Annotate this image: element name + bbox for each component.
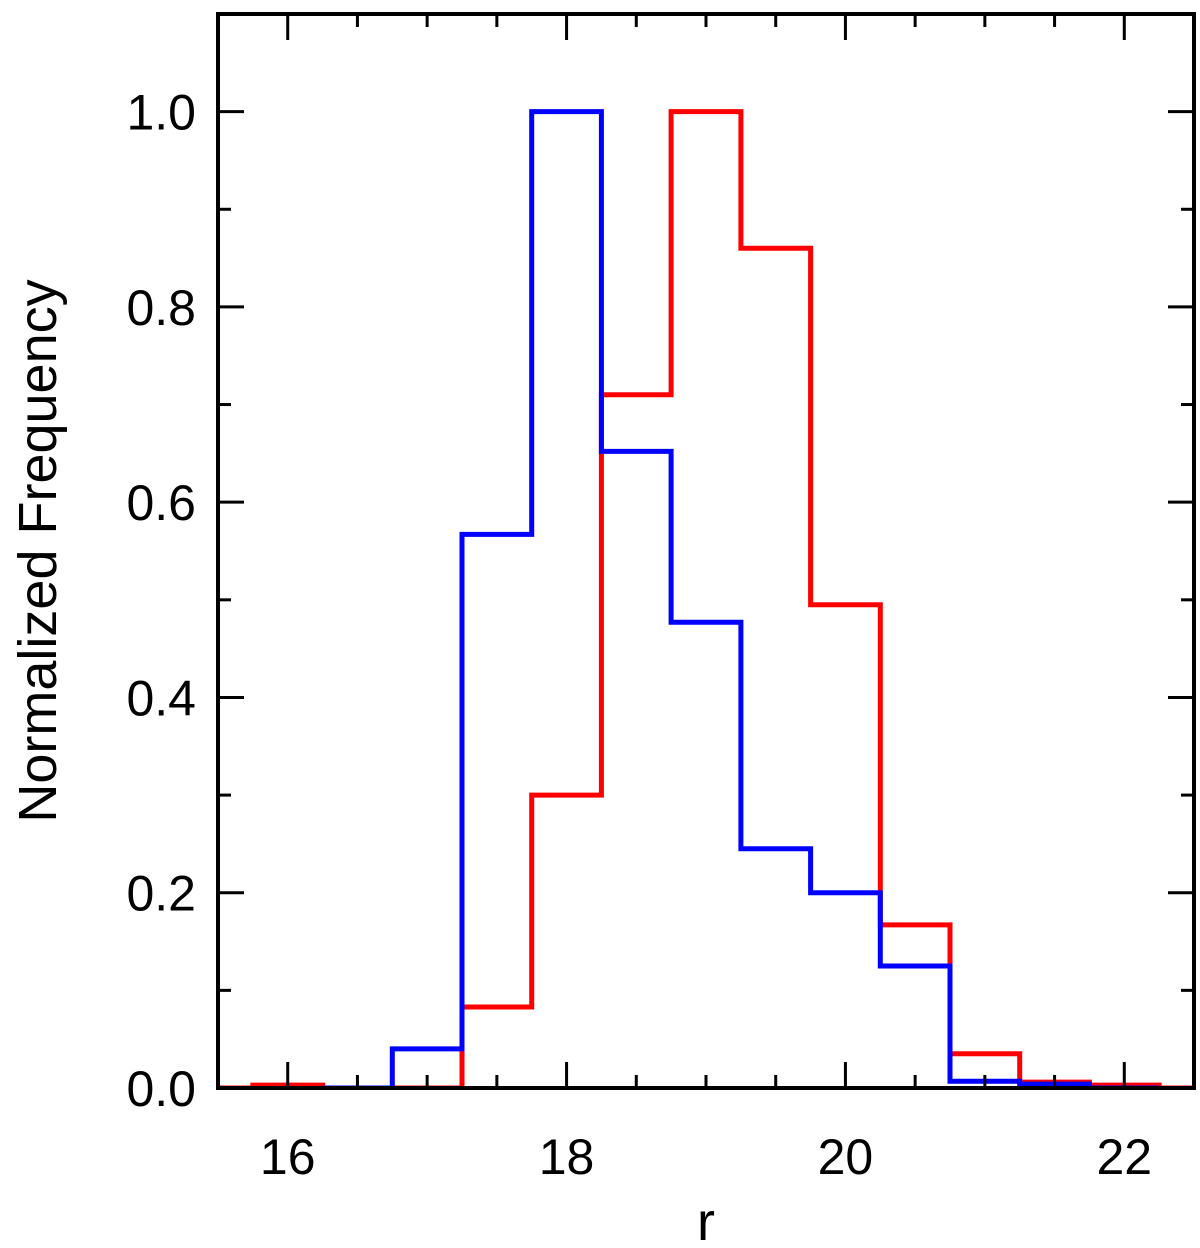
plot-frame: [216, 12, 1196, 1090]
series-0-step-line: [218, 109, 1194, 1088]
x-tick-label: 16: [260, 1129, 316, 1185]
y-tick-label: 0.6: [126, 475, 196, 531]
y-axis-label: Normalized Frequency: [8, 279, 68, 822]
x-tick-label: 22: [1096, 1129, 1152, 1185]
tick-layer: [216, 12, 1196, 1090]
series-1-step-line: [322, 109, 1160, 1088]
x-tick-label: 20: [818, 1129, 874, 1185]
y-tick-label: 0.0: [126, 1061, 196, 1117]
series-layer: [218, 109, 1194, 1088]
label-layer: 16 18 20 22 0.0 0.2 0.4 0.6 0.8 1.0: [126, 85, 1152, 1185]
x-axis-label: r: [697, 1192, 715, 1248]
x-tick-label: 18: [539, 1129, 595, 1185]
y-tick-label: 0.2: [126, 866, 196, 922]
y-tick-label: 0.4: [126, 670, 196, 726]
y-tick-label: 0.8: [126, 280, 196, 336]
y-tick-label: 1.0: [126, 85, 196, 141]
